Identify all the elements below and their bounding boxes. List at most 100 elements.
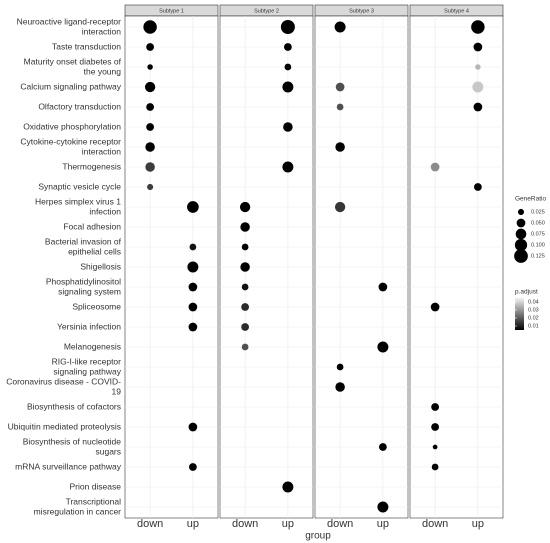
dot	[241, 243, 249, 251]
y-tick-label: Olfactory transduction	[38, 101, 121, 112]
dot	[147, 183, 154, 191]
dot	[432, 444, 438, 450]
y-tick-label: Oxidative phosphorylation	[23, 121, 121, 132]
y-tick-label: Coronavirus disease - COVID-19	[6, 376, 121, 396]
dot	[431, 463, 439, 471]
y-tick-label: Calcium signaling pathway	[20, 81, 121, 92]
dot	[280, 20, 295, 34]
y-tick-label: Melanogenesis	[63, 341, 121, 352]
y-tick-label: Cytokine-cytokine receptor interaction	[20, 136, 121, 156]
color-legend-title: p.adjust	[515, 289, 538, 296]
legend-size-key	[515, 228, 527, 240]
legend-size-label: 0.025	[531, 209, 545, 215]
dot	[473, 42, 483, 52]
dot	[430, 302, 440, 312]
facet-title: Subtype 1	[159, 8, 184, 14]
color-tick-label: 0.04	[528, 299, 539, 305]
dot	[379, 443, 387, 451]
facet-title: Subtype 3	[349, 8, 374, 14]
dot	[189, 463, 197, 471]
y-tick-label: Shigellosis	[80, 261, 121, 272]
dot	[187, 261, 199, 273]
facet-title: Subtype 4	[444, 8, 469, 14]
dot	[145, 162, 155, 172]
dot	[241, 283, 249, 291]
dot	[189, 243, 197, 251]
y-tick-label: Biosynthesis of nucleotide sugars	[22, 436, 121, 456]
legend-size-label: 0.125	[531, 253, 545, 259]
x-tick-label: up	[282, 518, 294, 530]
y-tick-label: Phosphatidylinositol signaling system	[45, 276, 121, 296]
dot	[240, 262, 250, 272]
dot	[239, 201, 251, 213]
y-tick-label: Yersinia infection	[57, 321, 121, 332]
dot	[336, 363, 344, 371]
dot	[282, 81, 294, 93]
dot	[283, 122, 293, 132]
dot	[145, 142, 155, 152]
dot	[146, 103, 154, 111]
y-tick-label: Neuroactive ligand-receptor interaction	[16, 16, 121, 36]
dot	[431, 423, 439, 431]
color-tick-label: 0.03	[528, 307, 539, 313]
color-bar	[515, 298, 524, 330]
dot	[431, 403, 439, 411]
dot	[284, 43, 292, 51]
dot	[336, 103, 344, 111]
y-tick-label: Focal adhesion	[63, 221, 121, 232]
dot	[241, 323, 249, 331]
x-tick-label: down	[137, 518, 163, 530]
dot	[474, 183, 482, 191]
x-tick-label: down	[422, 518, 448, 530]
y-tick-label: Prion disease	[69, 481, 121, 492]
dot	[146, 43, 154, 51]
dot	[187, 201, 199, 213]
dot	[377, 341, 389, 353]
color-tick-label: 0.01	[528, 323, 539, 329]
x-tick-label: up	[377, 518, 389, 530]
x-tick-label: up	[472, 518, 484, 530]
dot	[335, 142, 345, 152]
y-tick-label: mRNA surveillance pathway	[15, 461, 121, 472]
dot	[241, 343, 249, 351]
dot	[188, 322, 198, 332]
dot	[282, 481, 294, 493]
dot	[241, 303, 249, 311]
y-tick-label: Maturity onset diabetes of the young	[23, 56, 121, 76]
facet-title: Subtype 2	[254, 8, 279, 14]
dot	[188, 282, 198, 292]
dot	[335, 382, 345, 392]
dot	[334, 21, 346, 33]
legend-size-key	[514, 249, 528, 263]
y-tick-label: Taste transduction	[52, 41, 121, 52]
dot	[471, 20, 485, 34]
x-tick-label: down	[327, 518, 353, 530]
dot	[147, 64, 153, 70]
y-tick-label: Spliceosome	[72, 301, 121, 312]
dot	[472, 81, 484, 93]
y-tick-label: Biosynthesis of cofactors	[26, 401, 121, 412]
legend-size-label: 0.050	[531, 220, 545, 226]
y-tick-label: Ubiquitin mediated proteolysis	[7, 421, 121, 432]
y-tick-label: Bacterial invasion of epithelial cells	[44, 236, 121, 256]
legend-size-label: 0.075	[531, 231, 545, 237]
dot	[334, 201, 346, 213]
dot	[430, 162, 440, 172]
legend-size-key	[516, 218, 526, 228]
y-tick-label: Thermogenesis	[62, 161, 121, 172]
x-axis-title: group	[305, 531, 331, 542]
dot	[284, 63, 292, 71]
dot	[188, 422, 198, 432]
dot	[282, 161, 294, 173]
legend-size-key	[514, 238, 528, 252]
dot	[143, 20, 157, 34]
x-tick-label: up	[187, 518, 199, 530]
dot	[377, 501, 389, 513]
y-tick-label: Transcriptional misregulation in cancer	[33, 496, 121, 516]
color-tick-label: 0.02	[528, 315, 539, 321]
size-legend-title: GeneRatio	[515, 196, 546, 203]
legend-size-label: 0.100	[531, 242, 545, 248]
dot	[378, 282, 388, 292]
dot	[188, 302, 198, 312]
